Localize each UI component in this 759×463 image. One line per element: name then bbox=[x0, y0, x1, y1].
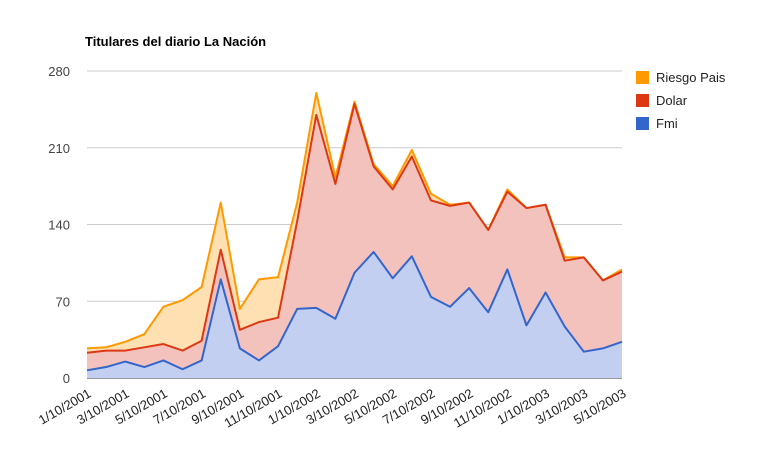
legend-item-fmi[interactable]: Fmi bbox=[636, 116, 678, 131]
series-line-dolar[interactable] bbox=[86, 102, 623, 354]
chart-title: Titulares del diario La Nación bbox=[85, 34, 266, 49]
legend-swatch bbox=[636, 94, 649, 107]
y-tick-label: 0 bbox=[63, 371, 70, 386]
y-tick-label: 280 bbox=[48, 64, 70, 79]
y-axis-ticks: 0 70 140 210 280 bbox=[48, 64, 70, 386]
legend-item-riesgo-pais[interactable]: Riesgo Pais bbox=[636, 70, 726, 85]
legend-label: Dolar bbox=[656, 93, 688, 108]
legend-item-dolar[interactable]: Dolar bbox=[636, 93, 688, 108]
y-tick-label: 210 bbox=[48, 141, 70, 156]
legend-label: Fmi bbox=[656, 116, 678, 131]
series-line-fmi[interactable] bbox=[86, 250, 623, 372]
legend-swatch bbox=[636, 71, 649, 84]
legend-label: Riesgo Pais bbox=[656, 70, 726, 85]
x-axis-ticks: 1/10/20013/10/20015/10/20017/10/20019/10… bbox=[36, 386, 629, 431]
legend[interactable]: Riesgo Pais Dolar Fmi bbox=[636, 70, 726, 131]
y-tick-label: 140 bbox=[48, 218, 70, 233]
series-areas bbox=[87, 92, 622, 379]
legend-swatch bbox=[636, 117, 649, 130]
series-lines bbox=[86, 91, 623, 372]
y-tick-label: 70 bbox=[56, 294, 70, 309]
